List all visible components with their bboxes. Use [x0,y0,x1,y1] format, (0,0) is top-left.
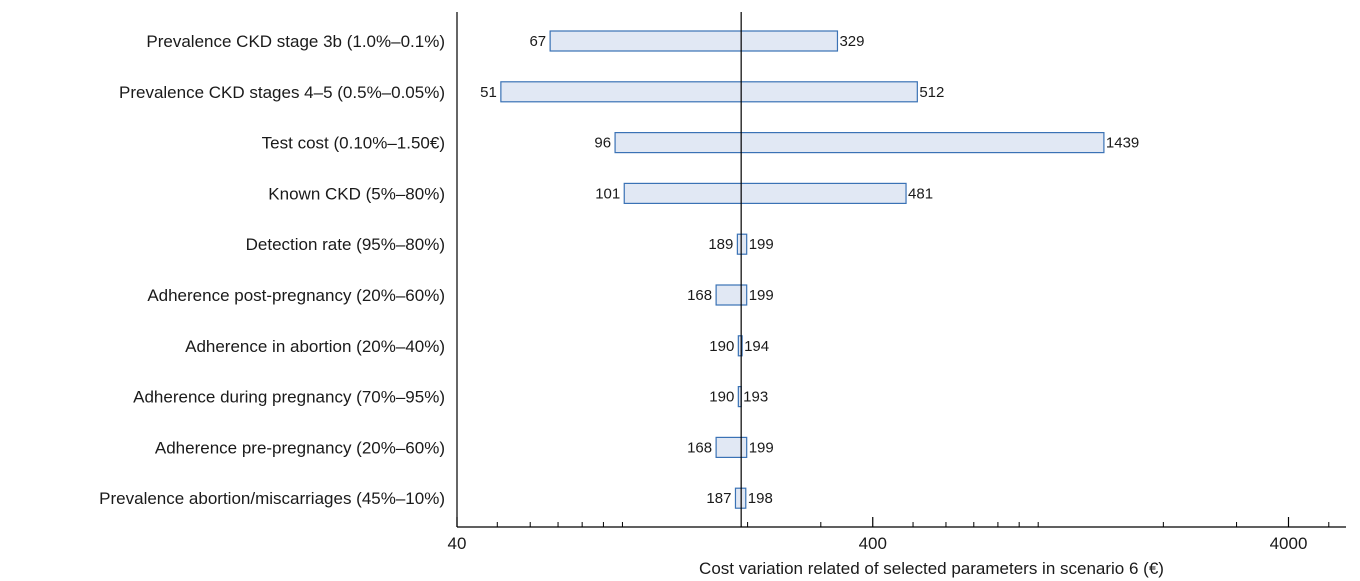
parameter-row: Adherence post-pregnancy (20%–60%) 168 199 [147,284,774,306]
parameter-label: Adherence during pregnancy (70%–95%) [133,388,445,407]
low-value-label: 189 [708,236,733,253]
tick-label: 400 [859,534,887,553]
x-axis-title: Cost variation related of selected param… [699,559,1164,578]
parameter-row: Detection rate (95%–80%) 189 199 [246,233,774,255]
bars-layer: Prevalence CKD stage 3b (1.0%–0.1%) 67 329… [99,30,1139,509]
parameter-row: Test cost (0.10%–1.50€) 96 1439 [262,132,1139,154]
axes-layer [456,12,1346,528]
high-value-label: 199 [749,287,774,304]
low-value-label: 190 [709,389,734,406]
parameter-label: Known CKD (5%–80%) [268,184,445,203]
high-value-label: 329 [839,33,864,50]
low-value-label: 187 [706,490,731,507]
range-bar [614,132,1105,154]
high-value-label: 194 [744,338,769,355]
high-value-label: 1439 [1106,135,1139,152]
parameter-row: Prevalence abortion/miscarriages (45%–10… [99,487,773,509]
parameter-label: Prevalence CKD stage 3b (1.0%–0.1%) [146,32,445,51]
low-value-label: 168 [687,439,712,456]
parameter-label: Prevalence CKD stages 4–5 (0.5%–0.05%) [119,83,445,102]
high-value-label: 199 [749,439,774,456]
high-value-label: 193 [743,389,768,406]
low-value-label: 190 [709,338,734,355]
parameter-label: Test cost (0.10%–1.50€) [262,134,445,153]
parameter-label: Detection rate (95%–80%) [246,235,445,254]
parameter-row: Adherence during pregnancy (70%–95%) 190 1… [133,386,768,408]
parameter-label: Prevalence abortion/miscarriages (45%–10… [99,489,445,508]
tick-label: 40 [448,534,467,553]
parameter-row: Prevalence CKD stage 3b (1.0%–0.1%) 67 329 [146,30,864,52]
parameter-label: Adherence pre-pregnancy (20%–60%) [155,438,445,457]
range-bar [500,81,918,103]
ticks-layer: 40 400 4000 [448,517,1330,553]
parameter-row: Adherence in abortion (20%–40%) 190 194 [185,335,769,357]
low-value-label: 101 [595,185,620,202]
high-value-label: 481 [908,185,933,202]
range-bar [736,233,748,255]
parameter-row: Adherence pre-pregnancy (20%–60%) 168 199 [155,436,774,458]
parameter-label: Adherence in abortion (20%–40%) [185,337,445,356]
range-bar [737,335,743,357]
low-value-label: 168 [687,287,712,304]
parameter-row: Known CKD (5%–80%) 101 481 [268,182,933,204]
parameter-label: Adherence post-pregnancy (20%–60%) [147,286,445,305]
range-bar [715,436,748,458]
range-bar [623,182,907,204]
low-value-label: 51 [480,84,497,101]
low-value-label: 67 [529,33,546,50]
high-value-label: 512 [919,84,944,101]
range-bar [549,30,839,52]
high-value-label: 199 [749,236,774,253]
low-value-label: 96 [594,135,611,152]
tick-label: 4000 [1270,534,1308,553]
range-bar [715,284,748,306]
high-value-label: 198 [748,490,773,507]
parameter-row: Prevalence CKD stages 4–5 (0.5%–0.05%) 51… [119,81,944,103]
